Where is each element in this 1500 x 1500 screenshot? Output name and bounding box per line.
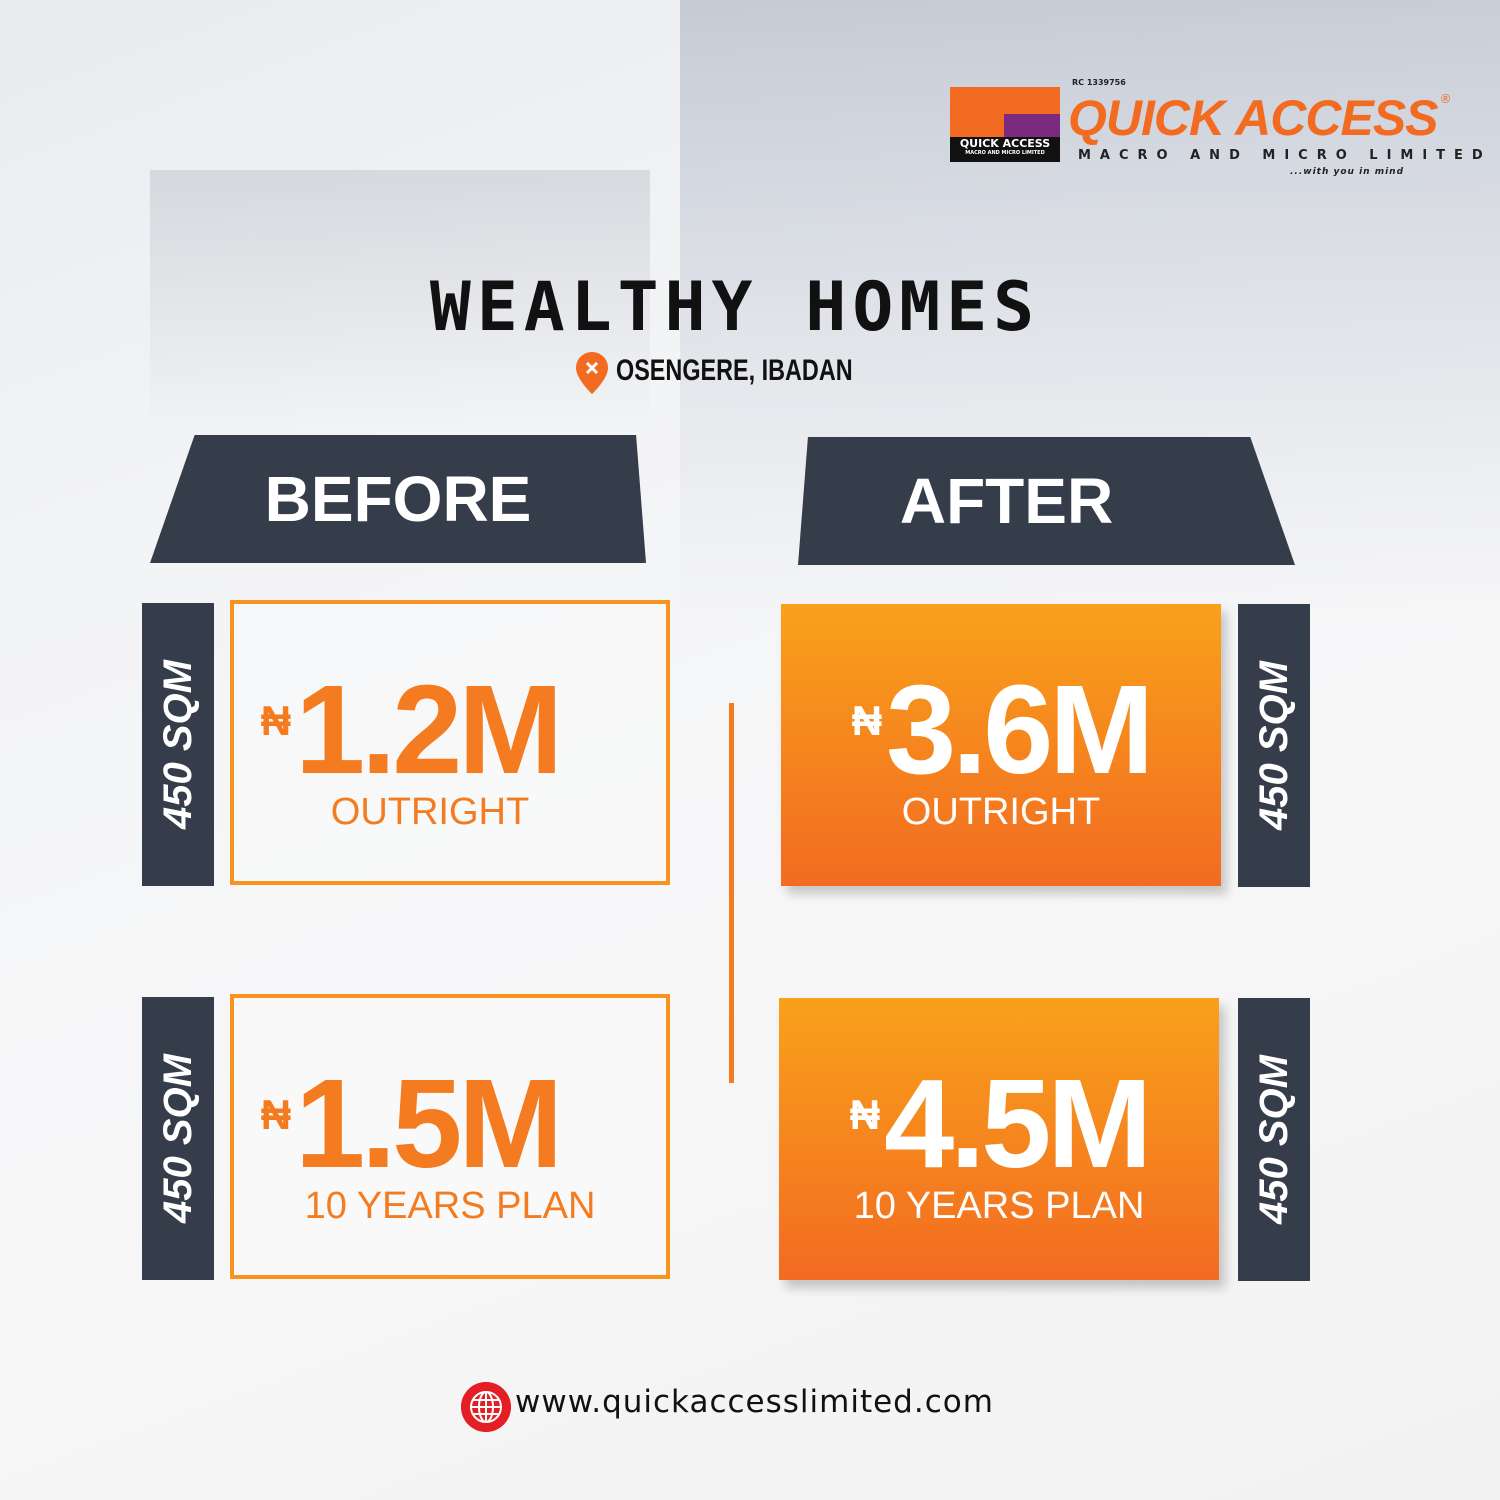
price-value: 1.2M [295, 659, 563, 800]
size-strip: 450 SQM [1238, 998, 1310, 1281]
location-text: OSENGERE, IBADAN [616, 354, 853, 387]
price-card-before-outright: ₦1.2M OUTRIGHT [230, 600, 670, 885]
rc-number: RC 1339756 [1072, 78, 1126, 87]
price-value: 1.5M [295, 1053, 563, 1194]
divider-line [729, 703, 734, 1083]
plan-label: 10 YEARS PLAN [304, 1185, 596, 1227]
size-strip: 450 SQM [142, 603, 214, 886]
plan-label: OUTRIGHT [901, 791, 1101, 833]
naira-sign: ₦ [849, 1091, 881, 1138]
plan-label: OUTRIGHT [330, 791, 530, 833]
location-pin-icon [576, 352, 608, 394]
background-building-left [150, 170, 650, 430]
size-strip: 450 SQM [142, 997, 214, 1280]
price-card-after-outright: ₦3.6M OUTRIGHT [781, 604, 1221, 886]
brand-name: QUICK ACCESS [1068, 90, 1439, 146]
naira-sign: ₦ [851, 697, 883, 744]
globe-icon [461, 1382, 511, 1432]
brand-tagline: ...with you in mind [1290, 167, 1405, 177]
size-strip: 450 SQM [1238, 604, 1310, 887]
price-value: 4.5M [884, 1053, 1152, 1194]
brand-row: QUICK ACCESS ® [1068, 92, 1452, 144]
before-heading: BEFORE [264, 463, 532, 535]
naira-sign: ₦ [260, 697, 292, 744]
plan-label: 10 YEARS PLAN [853, 1185, 1145, 1227]
after-banner: AFTER [798, 437, 1295, 565]
after-heading: AFTER [899, 465, 1114, 537]
before-banner: BEFORE [150, 435, 646, 563]
brand-subtitle: MACRO AND MICRO LIMITED [1078, 148, 1492, 163]
registered-mark: ® [1439, 92, 1452, 106]
price-card-before-plan: ₦1.5M 10 YEARS PLAN [230, 994, 670, 1279]
price-card-after-plan: ₦4.5M 10 YEARS PLAN [779, 998, 1219, 1280]
logo-badge: QUICK ACCESS MACRO AND MICRO LIMITED [950, 87, 1060, 162]
price-value: 3.6M [886, 659, 1154, 800]
page-title: WEALTHY HOMES [429, 268, 1041, 347]
naira-sign: ₦ [260, 1091, 292, 1138]
website-link[interactable]: www.quickaccesslimited.com [515, 1384, 994, 1420]
